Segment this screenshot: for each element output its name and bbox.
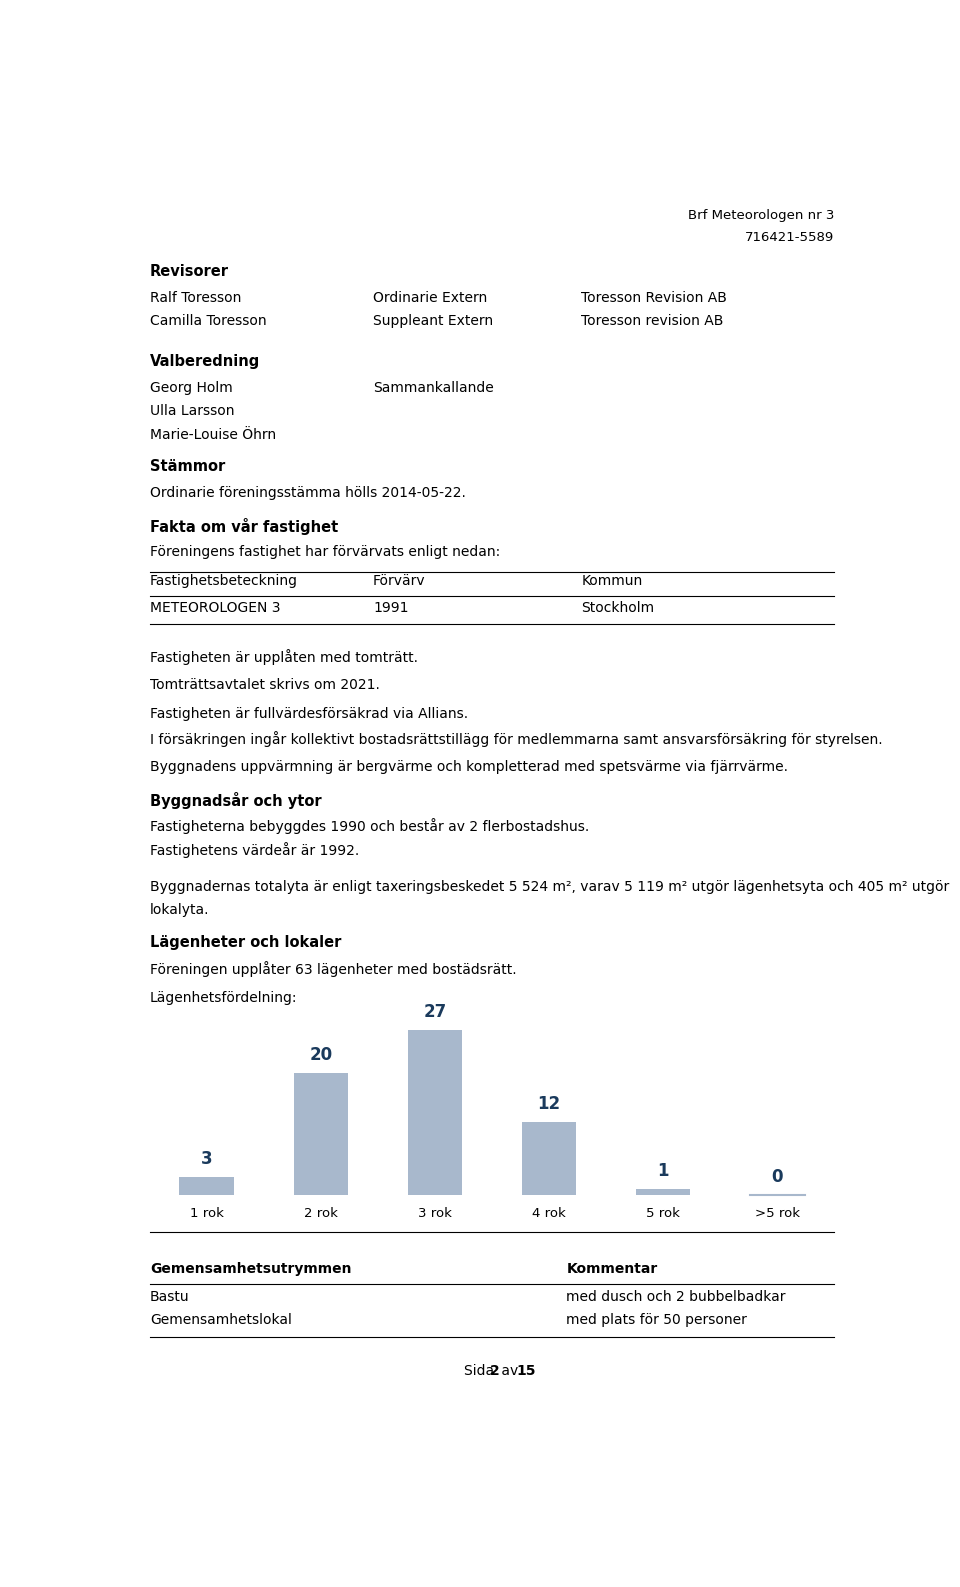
Text: Sida: Sida xyxy=(465,1365,499,1378)
Text: Byggnadsår och ytor: Byggnadsår och ytor xyxy=(150,792,322,809)
Text: 15: 15 xyxy=(516,1365,536,1378)
Text: Förvärv: Förvärv xyxy=(372,574,425,589)
Text: 4 rok: 4 rok xyxy=(532,1208,565,1220)
Text: Marie-Louise Öhrn: Marie-Louise Öhrn xyxy=(150,427,276,441)
Text: lokalyta.: lokalyta. xyxy=(150,903,209,917)
Text: Ordinarie Extern: Ordinarie Extern xyxy=(372,290,488,305)
Text: 2 rok: 2 rok xyxy=(304,1208,338,1220)
Text: Georg Holm: Georg Holm xyxy=(150,381,232,395)
Text: Suppleant Extern: Suppleant Extern xyxy=(372,314,493,329)
Text: Bastu: Bastu xyxy=(150,1290,189,1305)
Text: Stockholm: Stockholm xyxy=(581,601,655,616)
Text: Lägenhetsfördelning:: Lägenhetsfördelning: xyxy=(150,990,298,1005)
Text: Fastigheten är fullvärdesförsäkrad via Allians.: Fastigheten är fullvärdesförsäkrad via A… xyxy=(150,708,468,722)
Text: 3: 3 xyxy=(201,1151,212,1168)
Text: 20: 20 xyxy=(309,1046,332,1065)
Text: Gemensamhetslokal: Gemensamhetslokal xyxy=(150,1314,292,1327)
Bar xyxy=(294,1073,348,1195)
Text: Gemensamhetsutrymmen: Gemensamhetsutrymmen xyxy=(150,1262,351,1276)
Text: Stämmor: Stämmor xyxy=(150,459,225,475)
Text: 1 rok: 1 rok xyxy=(190,1208,224,1220)
Text: 5 rok: 5 rok xyxy=(646,1208,680,1220)
Text: med dusch och 2 bubbelbadkar: med dusch och 2 bubbelbadkar xyxy=(566,1290,786,1305)
Text: Ordinarie föreningsstämma hölls 2014-05-22.: Ordinarie föreningsstämma hölls 2014-05-… xyxy=(150,486,466,500)
Text: Byggnadens uppvärmning är bergvärme och kompletterad med spetsvärme via fjärrvär: Byggnadens uppvärmning är bergvärme och … xyxy=(150,760,788,774)
Text: med plats för 50 personer: med plats för 50 personer xyxy=(566,1314,747,1327)
Text: Fastighetsbeteckning: Fastighetsbeteckning xyxy=(150,574,298,589)
Text: Kommun: Kommun xyxy=(581,574,642,589)
Text: Camilla Toresson: Camilla Toresson xyxy=(150,314,266,329)
Text: Sammankallande: Sammankallande xyxy=(372,381,493,395)
Text: 1: 1 xyxy=(658,1162,669,1181)
Bar xyxy=(180,1176,234,1195)
Text: Lägenheter och lokaler: Lägenheter och lokaler xyxy=(150,935,341,949)
Text: Revisorer: Revisorer xyxy=(150,263,228,279)
Bar xyxy=(408,1030,463,1195)
Text: Fastighetens värdeår är 1992.: Fastighetens värdeår är 1992. xyxy=(150,841,359,857)
Text: 716421-5589: 716421-5589 xyxy=(745,230,834,244)
Text: Toresson revision AB: Toresson revision AB xyxy=(581,314,724,329)
Text: Fastigheten är upplåten med tomträtt.: Fastigheten är upplåten med tomträtt. xyxy=(150,649,418,665)
Text: 12: 12 xyxy=(538,1095,561,1112)
Text: 2: 2 xyxy=(490,1365,499,1378)
Text: Fastigheterna bebyggdes 1990 och består av 2 flerbostadshus.: Fastigheterna bebyggdes 1990 och består … xyxy=(150,819,589,835)
Bar xyxy=(636,1189,690,1195)
Text: Byggnadernas totalyta är enligt taxeringsbeskedet 5 524 m², varav 5 119 m² utgör: Byggnadernas totalyta är enligt taxering… xyxy=(150,879,949,893)
Text: Föreningen upplåter 63 lägenheter med bostädsrätt.: Föreningen upplåter 63 lägenheter med bo… xyxy=(150,962,516,978)
Text: Valberedning: Valberedning xyxy=(150,354,260,370)
Text: METEOROLOGEN 3: METEOROLOGEN 3 xyxy=(150,601,280,616)
Text: 27: 27 xyxy=(423,1003,446,1022)
Text: I försäkringen ingår kollektivt bostadsrättstillägg för medlemmarna samt ansvars: I försäkringen ingår kollektivt bostadsr… xyxy=(150,730,882,746)
Text: Tomträttsavtalet skrivs om 2021.: Tomträttsavtalet skrivs om 2021. xyxy=(150,678,379,692)
Text: Föreningens fastighet har förvärvats enligt nedan:: Föreningens fastighet har förvärvats enl… xyxy=(150,544,500,559)
Text: 0: 0 xyxy=(772,1168,783,1187)
Text: Ulla Larsson: Ulla Larsson xyxy=(150,405,234,419)
Text: Toresson Revision AB: Toresson Revision AB xyxy=(581,290,727,305)
Text: 3 rok: 3 rok xyxy=(418,1208,452,1220)
Text: 1991: 1991 xyxy=(372,601,408,616)
Bar xyxy=(521,1122,576,1195)
Text: Ralf Toresson: Ralf Toresson xyxy=(150,290,241,305)
Text: >5 rok: >5 rok xyxy=(755,1208,800,1220)
Text: av: av xyxy=(497,1365,523,1378)
Text: Fakta om vår fastighet: Fakta om vår fastighet xyxy=(150,517,338,535)
Text: Brf Meteorologen nr 3: Brf Meteorologen nr 3 xyxy=(688,209,834,222)
Text: Kommentar: Kommentar xyxy=(566,1262,658,1276)
